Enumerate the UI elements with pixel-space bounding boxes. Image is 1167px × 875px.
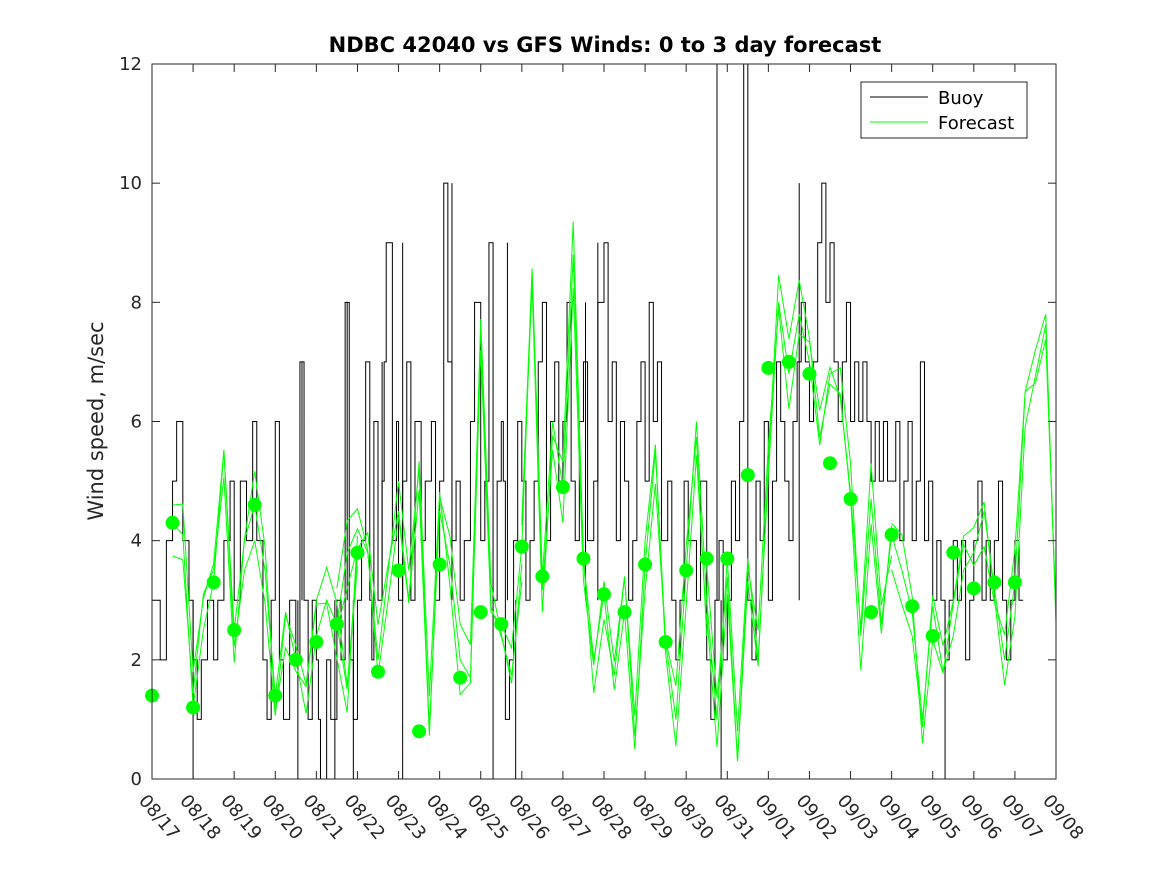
forecast-line [706, 302, 893, 732]
forecast-point [288, 652, 303, 667]
y-tick-label: 12 [119, 54, 142, 75]
buoy-series [152, 64, 1024, 779]
y-tick-label: 4 [131, 531, 142, 552]
forecast-point [206, 575, 221, 590]
chart-title: NDBC 42040 vs GFS Winds: 0 to 3 day fore… [329, 33, 882, 57]
y-tick-label: 10 [119, 173, 142, 194]
forecast-point [1007, 575, 1022, 590]
forecast-points [145, 354, 1022, 739]
forecast-point [329, 617, 344, 632]
forecast-point [186, 700, 201, 715]
legend: Buoy Forecast [860, 81, 1028, 139]
y-tick-label: 6 [131, 412, 142, 433]
forecast-point [946, 545, 961, 560]
forecast-line [172, 449, 358, 716]
forecast-series [172, 221, 1056, 762]
forecast-point [781, 354, 796, 369]
forecast-point [843, 491, 858, 506]
forecast-line [172, 451, 358, 714]
plot-area [145, 64, 1056, 779]
forecast-point [165, 515, 180, 530]
y-tick-label: 8 [131, 292, 142, 313]
forecast-line [336, 319, 523, 697]
forecast-point [309, 634, 324, 649]
forecast-line [521, 254, 708, 750]
y-tick-label: 2 [131, 650, 142, 671]
forecast-point [412, 724, 427, 739]
forecast-point [432, 557, 447, 572]
forecast-point [802, 366, 817, 381]
forecast-point [514, 539, 529, 554]
forecast-point [494, 617, 509, 632]
forecast-point [555, 480, 570, 495]
legend-buoy-label: Buoy [938, 88, 984, 109]
forecast-point [699, 551, 714, 566]
legend-forecast-label: Forecast [938, 113, 1014, 134]
forecast-line [521, 268, 708, 747]
forecast-point [535, 569, 550, 584]
forecast-point [679, 563, 694, 578]
forecast-line [521, 221, 708, 737]
forecast-point [638, 557, 653, 572]
forecast-point [740, 468, 755, 483]
forecast-line [891, 314, 1056, 720]
forecast-point [864, 605, 879, 620]
y-axis: 0 2 4 6 8 10 12 [119, 54, 1056, 790]
legend-box [860, 81, 1028, 139]
forecast-point [966, 581, 981, 596]
forecast-point [905, 599, 920, 614]
forecast-point [658, 634, 673, 649]
forecast-point [350, 545, 365, 560]
forecast-point [884, 527, 899, 542]
forecast-line [172, 471, 358, 713]
y-axis-label: Wind speed, m/sec [84, 321, 108, 520]
forecast-point [268, 688, 283, 703]
forecast-point [391, 563, 406, 578]
y-tick-label: 0 [131, 769, 142, 790]
forecast-line [336, 327, 523, 736]
forecast-line [891, 324, 1056, 728]
forecast-point [987, 575, 1002, 590]
forecast-point [576, 551, 591, 566]
forecast-point [597, 587, 611, 602]
forecast-point [473, 605, 488, 620]
forecast-line [706, 275, 893, 762]
forecast-point [371, 664, 385, 679]
forecast-point [823, 456, 837, 471]
forecast-point [247, 497, 262, 512]
forecast-point [720, 551, 735, 566]
forecast-point [925, 629, 940, 643]
forecast-point [761, 360, 776, 375]
forecast-point [453, 670, 468, 685]
forecast-point [617, 605, 632, 620]
forecast-point [227, 623, 242, 638]
